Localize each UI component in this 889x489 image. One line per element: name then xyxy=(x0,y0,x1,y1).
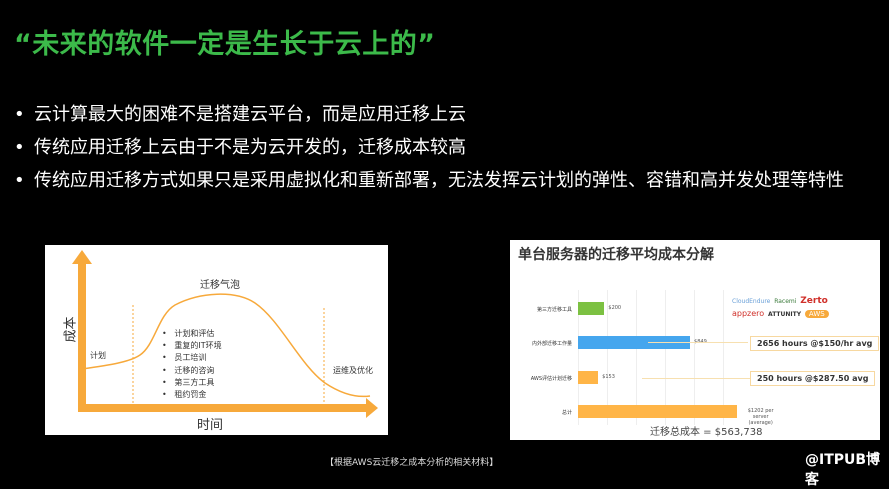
bullet-text: 传统应用迁移上云由于不是为云开发的，迁移成本较高 xyxy=(34,137,466,158)
list-item: • 租约罚金 xyxy=(162,390,207,400)
list-item: • 重复的IT环境 xyxy=(162,341,222,351)
annotation-leader xyxy=(642,378,750,379)
y-axis-arrow xyxy=(72,250,92,264)
x-axis-label: 时间 xyxy=(197,418,224,433)
bullet-text: 云计算最大的困难不是搭建云平台，而是应用迁移上云 xyxy=(34,104,466,125)
phase-ops-label: 运维及优化 xyxy=(333,366,373,375)
list-item: • 迁移的咨询 xyxy=(162,365,215,375)
slide-title: “未来的软件一定是生长于云上的” xyxy=(14,29,436,60)
cost-curve xyxy=(81,293,371,398)
list-item: • 计划和评估 xyxy=(162,329,215,338)
logo: ATTUNITY xyxy=(768,311,802,318)
total-cost: 迁移总成本 = $563,738 xyxy=(650,427,763,438)
cost-items-list: • 计划和评估 • 重复的IT环境 • 员工培训 • 迁移的咨询 • 第三方工具… xyxy=(162,328,222,401)
logo: appzero xyxy=(732,309,765,318)
logo: Racemi xyxy=(774,298,797,305)
annotation: 250 hours @$287.50 avg xyxy=(750,371,876,386)
logo: Zerto xyxy=(800,296,828,306)
bar xyxy=(578,302,605,315)
watermark: @ITPUB博客 xyxy=(805,452,881,488)
logo: AWS xyxy=(804,310,829,318)
value-label: $1202 per server (average) xyxy=(747,408,774,426)
grid-line xyxy=(694,290,695,425)
cost-breakdown-chart: 单台服务器的迁移平均成本分解 第三方迁移工具 $200 内外部迁移工作量 $849 AW… xyxy=(510,240,880,440)
category-label: 总计 xyxy=(561,410,572,416)
grid-line xyxy=(665,290,666,425)
chart-title: 单台服务器的迁移平均成本分解 xyxy=(518,247,714,263)
x-axis xyxy=(78,404,368,412)
migration-bubble-figure xyxy=(45,245,388,435)
y-axis xyxy=(78,262,86,412)
annotation: 2656 hours @$150/hr avg xyxy=(750,336,880,351)
bullet-text: 传统应用迁移方式如果只是采用虚拟化和重新部署，无法发挥云计划的弹性、容错和高并发… xyxy=(34,170,844,191)
grid-line xyxy=(723,290,724,425)
source-caption: 【根据AWS云迁移之成本分析的相关材料】 xyxy=(325,458,499,468)
value-label: $153 xyxy=(602,374,615,380)
grid-line xyxy=(636,290,637,425)
bullet-1: • 云计算最大的困难不是搭建云平台，而是应用迁移上云 xyxy=(14,104,466,125)
vendor-logos: CloudEndure Racemi Zerto appzero ATTUNIT… xyxy=(732,295,852,321)
y-axis-label: 成本 xyxy=(63,316,79,343)
category-label: 第三方迁移工具 xyxy=(536,307,572,313)
annotation-leader xyxy=(648,342,748,343)
list-item: • 第三方工具 xyxy=(162,377,215,387)
bullet-2: • 传统应用迁移上云由于不是为云开发的，迁移成本较高 xyxy=(14,137,466,158)
bubble-label: 迁移气泡 xyxy=(200,280,240,291)
phase-plan-label: 计划 xyxy=(90,351,106,360)
bar xyxy=(578,405,737,418)
bar xyxy=(578,371,599,384)
grid-line xyxy=(578,290,579,425)
value-label: $200 xyxy=(608,305,622,311)
grid-line xyxy=(607,290,608,425)
x-axis-arrow xyxy=(366,398,378,418)
category-label: 内外部迁移工作量 xyxy=(531,341,572,347)
migration-bubble-diagram xyxy=(72,250,378,418)
list-item: • 员工培训 xyxy=(162,353,207,363)
bar xyxy=(578,336,691,349)
bullet-3: • 传统应用迁移方式如果只是采用虚拟化和重新部署，无法发挥云计划的弹性、容错和高并… xyxy=(14,170,844,191)
logo: CloudEndure xyxy=(732,298,771,305)
category-label: AWS评估计划迁移 xyxy=(530,376,572,382)
